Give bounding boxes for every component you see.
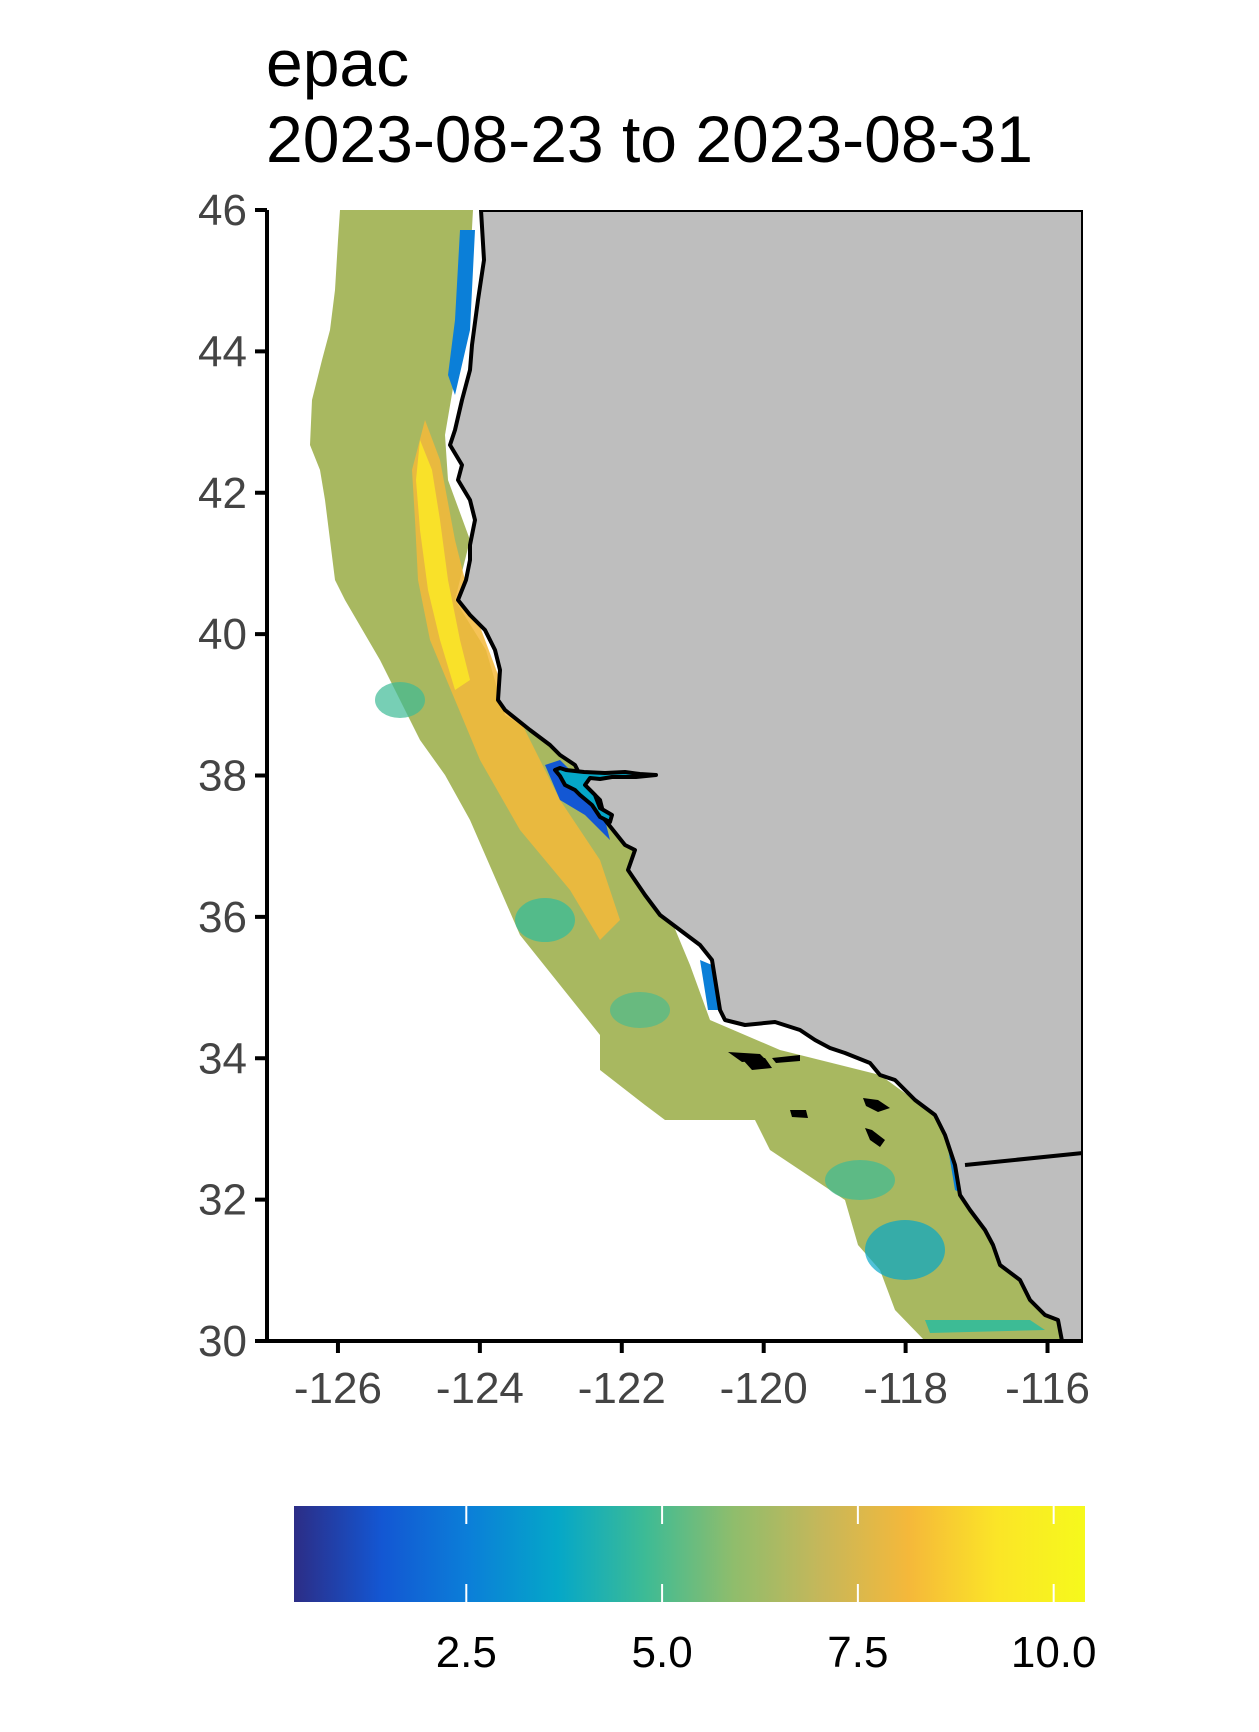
colorbar-tick-label: 7.5 [827, 1628, 888, 1677]
land-mass [448, 210, 1083, 1341]
island [743, 1058, 772, 1070]
upwelling-patch [700, 960, 720, 1010]
border-line [964, 1151, 1083, 1167]
y-tick-label: 30 [198, 1317, 247, 1366]
colorbar-tick-label: 10.0 [1011, 1628, 1097, 1677]
colorbar [294, 1506, 1085, 1602]
y-tick-label: 36 [198, 893, 247, 942]
y-tick-label: 32 [198, 1176, 247, 1225]
x-tick-label: -124 [436, 1364, 524, 1413]
upwelling-patch [448, 230, 475, 395]
map-subtitle: 2023-08-23 to 2023-08-31 [266, 102, 1033, 176]
x-axis-ticks: -126 -124 -122 -120 -118 -116 [294, 1341, 1090, 1413]
cool-patch [610, 992, 670, 1028]
y-tick-label: 42 [198, 469, 247, 518]
x-tick-label: -126 [294, 1364, 382, 1413]
y-tick-label: 34 [198, 1034, 247, 1083]
cool-patch [515, 898, 575, 942]
island [865, 1128, 885, 1147]
cool-band-edge [925, 1320, 1045, 1333]
colorbar-tick-label: 2.5 [436, 1628, 497, 1677]
map-title: epac [266, 26, 410, 100]
y-tick-label: 44 [198, 327, 247, 376]
island [863, 1098, 890, 1112]
island [772, 1055, 800, 1063]
y-tick-label: 38 [198, 752, 247, 801]
x-tick-label: -120 [720, 1364, 808, 1413]
cool-patch [865, 1220, 945, 1280]
colorbar-tick-label: 5.0 [632, 1628, 693, 1677]
colorbar-ticks: 2.5 5.0 7.5 10.0 [436, 1506, 1097, 1677]
y-tick-label: 40 [198, 610, 247, 659]
island [790, 1110, 808, 1118]
sf-bay [553, 766, 658, 824]
hot-spot [416, 440, 470, 690]
x-tick-label: -116 [1005, 1364, 1090, 1413]
cool-patch [375, 682, 425, 718]
y-axis-ticks: 30 32 34 36 38 40 42 44 46 [198, 186, 267, 1366]
x-tick-label: -118 [863, 1364, 948, 1413]
y-tick-label: 46 [198, 186, 247, 235]
cool-patch [825, 1160, 895, 1200]
x-tick-label: -122 [578, 1364, 666, 1413]
